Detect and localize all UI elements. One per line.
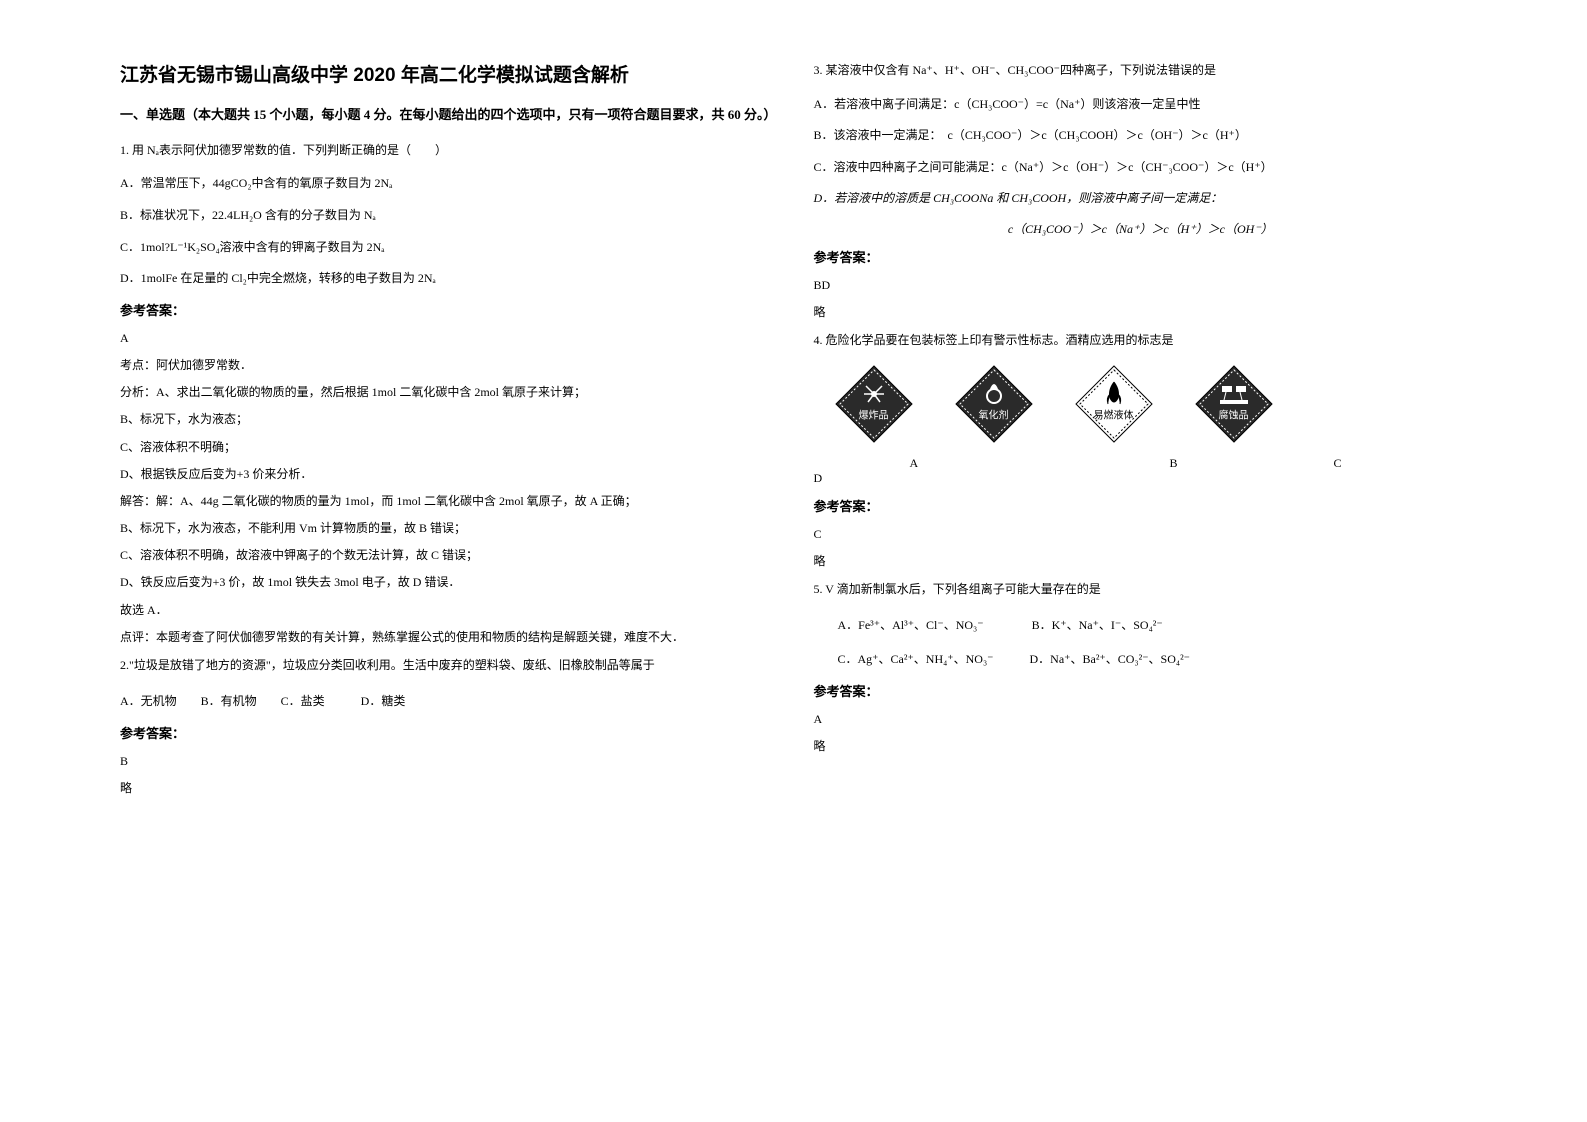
section-header: 一、单选题（本大题共 15 个小题，每小题 4 分。在每小题给出的四个选项中，只…	[120, 105, 774, 126]
q2-answer-note: 略	[120, 779, 774, 798]
answer-label-3: 参考答案：	[814, 247, 1468, 266]
q5-answer-letter: A	[814, 710, 1468, 729]
hazard-diamond-oxidizer: 氧化剂	[954, 364, 1034, 444]
hazard-diamond-flammable: 易燃液体	[1074, 364, 1154, 444]
q1-answer-letter: A	[120, 329, 774, 348]
hazard-diamonds-row: 爆炸品 氧化剂 易燃液体	[834, 364, 1468, 444]
question-1-text: 1. 用 Nₐ表示阿伏加德罗常数的值．下列判断正确的是（ ）	[120, 140, 774, 162]
diamond-label-2: 氧化剂	[969, 406, 1019, 421]
q3-answer-letter: BD	[814, 276, 1468, 295]
question-4-text: 4. 危险化学品要在包装标签上印有警示性标志。酒精应选用的标志是	[814, 330, 1468, 352]
q3-option-d: D．若溶液中的溶质是 CH₃COONa 和 CH₃COOH，则溶液中离子间一定满…	[814, 188, 1468, 210]
q3-answer-note: 略	[814, 303, 1468, 322]
diamond-label-3: 易燃液体	[1089, 406, 1139, 421]
diamond-label-1: 爆炸品	[849, 406, 899, 421]
question-3-text: 3. 某溶液中仅含有 Na⁺、H⁺、OH⁻、CH₃COO⁻四种离子，下列说法错误…	[814, 60, 1468, 82]
q1-answer-line3: B、标况下，水为液态；	[120, 410, 774, 429]
q4-answer-note: 略	[814, 552, 1468, 571]
q1-option-a: A．常温常压下，44gCO₂中含有的氧原子数目为 2Nₐ	[120, 173, 774, 195]
q5-option-a: A．Fe³⁺、Al³⁺、Cl⁻、NO₃⁻	[838, 618, 984, 632]
answer-label-2: 参考答案：	[120, 723, 774, 742]
q4-answer-letter: C	[814, 525, 1468, 544]
q1-answer-line4: C、溶液体积不明确；	[120, 438, 774, 457]
q1-answer-line9: D、铁反应后变为+3 价，故 1mol 铁失去 3mol 电子，故 D 错误．	[120, 573, 774, 592]
q1-answer-line6: 解答：解：A、44g 二氧化碳的物质的量为 1mol，而 1mol 二氧化碳中含…	[120, 492, 774, 511]
q1-option-c: C．1mol?L⁻¹K₂SO₄溶液中含有的钾离子数目为 2Nₐ	[120, 237, 774, 259]
q1-answer-line5: D、根据铁反应后变为+3 价来分析．	[120, 465, 774, 484]
q1-answer-line7: B、标况下，水为液态，不能利用 Vm 计算物质的量，故 B 错误；	[120, 519, 774, 538]
q2-options: A．无机物 B．有机物 C．盐类 D．糖类	[120, 689, 774, 713]
q3-formula: c（CH₃COO⁻）＞c（Na⁺）＞c（H⁺）＞c（OH⁻）	[814, 220, 1468, 237]
answer-label-4: 参考答案：	[814, 496, 1468, 515]
q5-answer-note: 略	[814, 737, 1468, 756]
question-2-text: 2."垃圾是放错了地方的资源"，垃圾应分类回收利用。生活中废弃的塑料袋、废纸、旧…	[120, 655, 774, 677]
q2-answer-letter: B	[120, 752, 774, 771]
q1-answer-line10: 故选 A．	[120, 601, 774, 620]
q4-option-labels: A B C D	[814, 454, 1468, 486]
q1-option-b: B．标准状况下，22.4LH₂O 含有的分子数目为 Nₐ	[120, 205, 774, 227]
q1-option-d: D．1molFe 在足量的 Cl₂中完全燃烧，转移的电子数目为 2Nₐ	[120, 268, 774, 290]
left-column: 江苏省无锡市锡山高级中学 2020 年高二化学模拟试题含解析 一、单选题（本大题…	[100, 60, 794, 1062]
hazard-diamond-explosive: 爆炸品	[834, 364, 914, 444]
q5-options-row1: A．Fe³⁺、Al³⁺、Cl⁻、NO₃⁻ B．K⁺、Na⁺、I⁻、SO₄²⁻	[814, 613, 1468, 637]
q5-options-row2: C．Ag⁺、Ca²⁺、NH₄⁺、NO₃⁻ D．Na⁺、Ba²⁺、CO₃²⁻、SO…	[814, 647, 1468, 671]
q5-option-d: D．Na⁺、Ba²⁺、CO₃²⁻、SO₄²⁻	[1030, 652, 1191, 666]
document-title: 江苏省无锡市锡山高级中学 2020 年高二化学模拟试题含解析	[120, 60, 774, 87]
question-5-text: 5. V 滴加新制氯水后，下列各组离子可能大量存在的是	[814, 579, 1468, 601]
q3-option-b: B．该溶液中一定满足： c（CH₃COO⁻）＞c（CH₃COOH）＞c（OH⁻）…	[814, 125, 1468, 147]
right-column: 3. 某溶液中仅含有 Na⁺、H⁺、OH⁻、CH₃COO⁻四种离子，下列说法错误…	[794, 60, 1488, 1062]
q1-answer-line11: 点评：本题考查了阿伏伽德罗常数的有关计算，熟练掌握公式的使用和物质的结构是解题关…	[120, 628, 774, 647]
q5-option-b: B．K⁺、Na⁺、I⁻、SO₄²⁻	[1032, 618, 1163, 632]
diamond-label-4: 腐蚀品	[1209, 406, 1259, 421]
q1-answer-line1: 考点：阿伏加德罗常数．	[120, 356, 774, 375]
q5-option-c: C．Ag⁺、Ca²⁺、NH₄⁺、NO₃⁻	[838, 652, 994, 666]
q3-option-a: A．若溶液中离子间满足：c（CH₃COO⁻）=c（Na⁺）则该溶液一定呈中性	[814, 94, 1468, 116]
q3-option-c: C．溶液中四种离子之间可能满足：c（Na⁺）＞c（OH⁻）＞c（CH⁻₃COO⁻…	[814, 157, 1468, 179]
answer-label-1: 参考答案：	[120, 300, 774, 319]
answer-label-5: 参考答案：	[814, 681, 1468, 700]
hazard-diamond-corrosive: 腐蚀品	[1194, 364, 1274, 444]
q1-answer-line8: C、溶液体积不明确，故溶液中钾离子的个数无法计算，故 C 错误；	[120, 546, 774, 565]
q1-answer-line2: 分析：A、求出二氧化碳的物质的量，然后根据 1mol 二氧化碳中含 2mol 氧…	[120, 383, 774, 402]
